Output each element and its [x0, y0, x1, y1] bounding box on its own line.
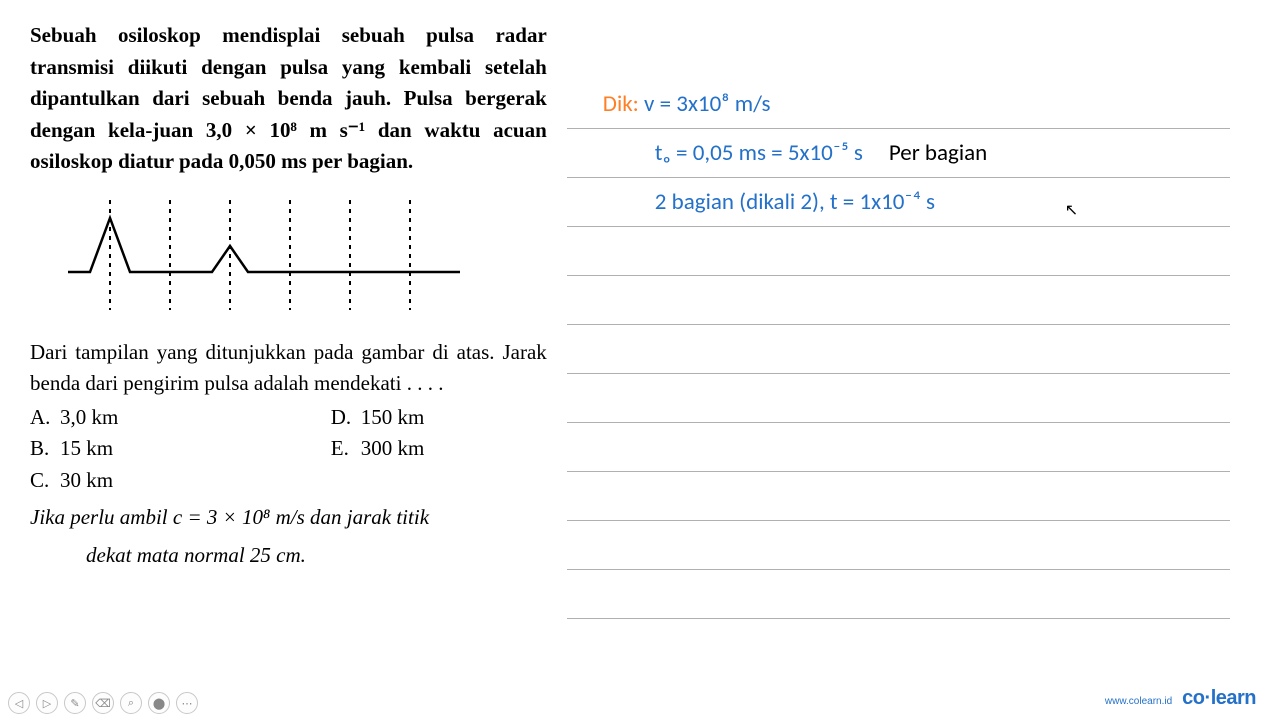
option-d-text: 150 km	[361, 405, 425, 429]
t0-value: tₒ = 0,05 ms = 5x10⁻⁵ s	[655, 139, 863, 167]
brand-right: learn	[1211, 687, 1256, 709]
option-a: A.3,0 km	[30, 402, 241, 434]
option-c: C.30 km	[30, 465, 241, 497]
zoom-button[interactable]: ⌕	[120, 692, 142, 714]
note-line-1: Jika perlu ambil c = 3 × 10⁸ m/s dan jar…	[30, 502, 547, 534]
velocity-value: v = 3x10⁸ m/s	[644, 90, 770, 118]
oscilloscope-diagram	[50, 190, 470, 320]
option-e-text: 300 km	[361, 436, 425, 460]
answer-options: A.3,0 km D.150 km B.15 km E.300 km C.30 …	[30, 402, 547, 497]
option-b-text: 15 km	[60, 436, 113, 460]
control-toolbar: ◁ ▷ ✎ ⌫ ⌕ ⬤ ⋯	[8, 692, 198, 714]
note-line-2: dekat mata normal 25 cm.	[30, 540, 547, 572]
problem-paragraph-2: Dari tampilan yang ditunjukkan pada gamb…	[30, 337, 547, 400]
prev-button[interactable]: ◁	[8, 692, 30, 714]
record-button[interactable]: ⬤	[148, 692, 170, 714]
option-d: D.150 km	[331, 402, 547, 434]
mouse-cursor-icon: ↖	[1065, 200, 1078, 220]
time-value: 2 bagian (dikali 2), t = 1x10⁻⁴ s	[655, 188, 935, 216]
next-button[interactable]: ▷	[36, 692, 58, 714]
brand-logo: co·learn	[1182, 687, 1256, 710]
option-b: B.15 km	[30, 433, 241, 465]
brand-left: co	[1182, 687, 1204, 709]
footer-url: www.colearn.id	[1105, 696, 1172, 707]
option-a-text: 3,0 km	[60, 405, 118, 429]
dik-label: Dik:	[603, 90, 639, 118]
problem-paragraph-1: Sebuah osiloskop mendisplai sebuah pulsa…	[30, 20, 547, 178]
more-button[interactable]: ⋯	[176, 692, 198, 714]
per-bagian-label: Per bagian	[889, 139, 987, 167]
footer: www.colearn.id co·learn	[1105, 687, 1256, 710]
option-c-text: 30 km	[60, 468, 113, 492]
pen-button[interactable]: ✎	[64, 692, 86, 714]
option-e: E.300 km	[331, 433, 547, 465]
erase-button[interactable]: ⌫	[92, 692, 114, 714]
lined-paper: Dik: v = 3x10⁸ m/s tₒ = 0,05 ms = 5x10⁻⁵…	[567, 80, 1250, 660]
solution-text: Dik: v = 3x10⁸ m/s tₒ = 0,05 ms = 5x10⁻⁵…	[567, 80, 1250, 227]
